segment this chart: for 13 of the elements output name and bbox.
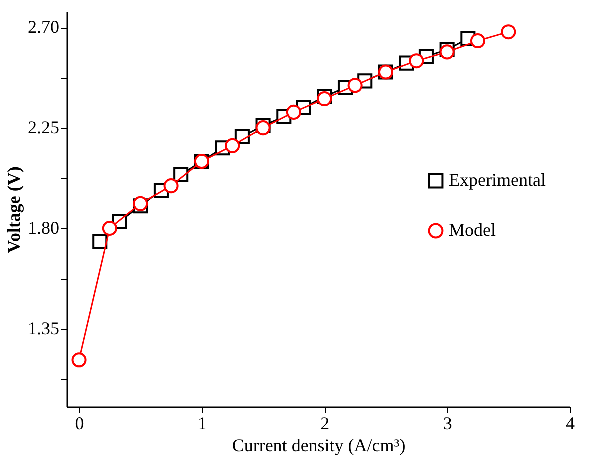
x-tick-label: 3 [443, 414, 452, 434]
y-tick-label: 2.70 [28, 17, 60, 38]
x-tick-label: 0 [75, 414, 84, 434]
legend-label: Model [449, 220, 496, 240]
y-tick-label: 2.25 [28, 118, 60, 138]
x-tick-label: 2 [320, 414, 330, 434]
legend-label: Experimental [449, 170, 546, 190]
x-axis-title: Current density (A/cm³) [232, 436, 406, 456]
y-tick-label: 1.80 [28, 218, 60, 238]
y-tick-label: 1.35 [28, 318, 60, 338]
y-axis-title: Voltage (V) [4, 166, 24, 254]
x-tick-label: 1 [198, 414, 207, 434]
x-tick-label: 4 [566, 414, 575, 434]
